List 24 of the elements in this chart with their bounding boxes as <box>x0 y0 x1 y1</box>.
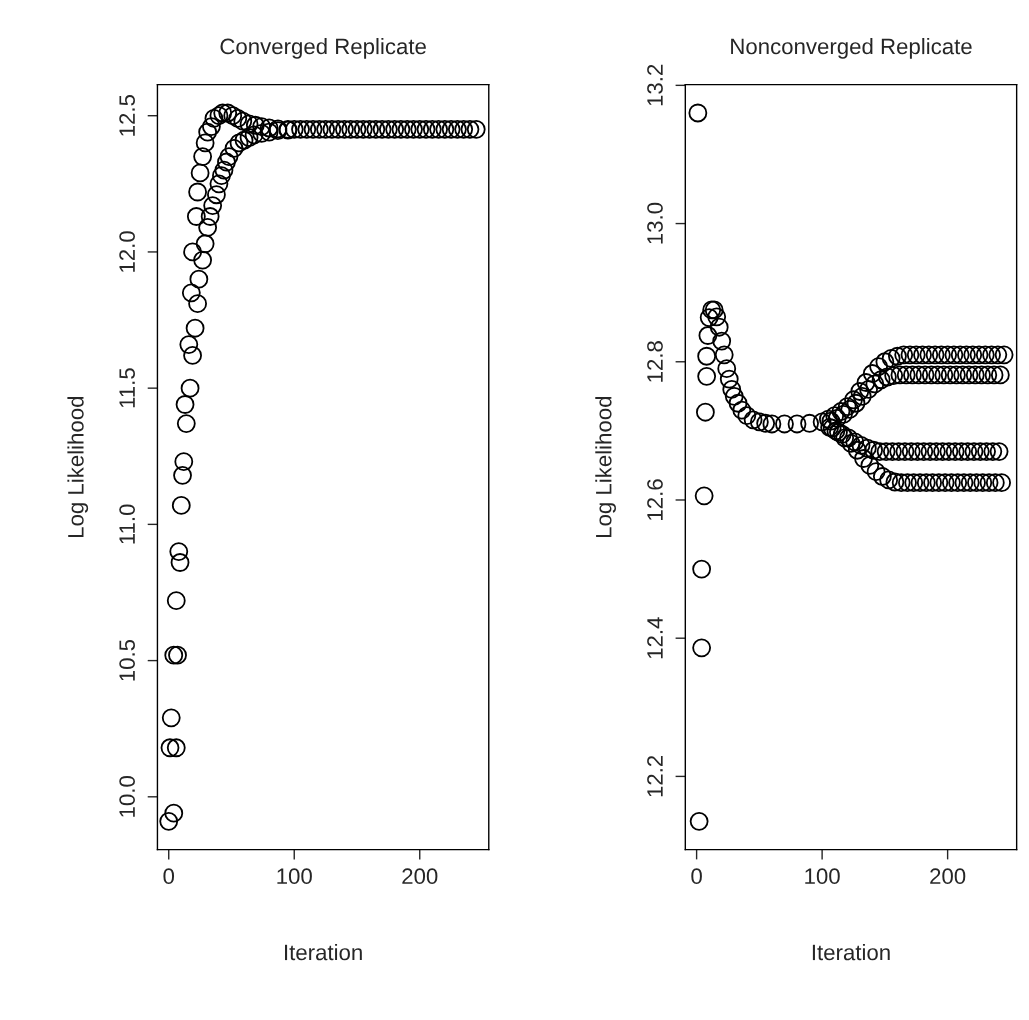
y-tick-label: 11.5 <box>119 368 135 408</box>
x-axis-title: Iteration <box>812 943 890 961</box>
x-axis-title: Iteration <box>285 943 362 961</box>
x-tick-label: 0 <box>691 868 702 885</box>
y-tick-label: 13.0 <box>647 202 663 244</box>
y-axis-title: Log Likelihood <box>67 396 89 537</box>
y-tick-label: 12.4 <box>647 617 663 659</box>
chart-title: Nonconverged Replicate <box>731 38 972 59</box>
y-tick-label: 12.2 <box>647 755 663 797</box>
y-tick-label: 12.8 <box>647 341 663 382</box>
y-tick-label: 12.0 <box>119 231 135 272</box>
y-tick-label: 11.0 <box>119 504 135 544</box>
y-tick-label: 10.0 <box>119 776 135 817</box>
y-tick-label: 13.2 <box>647 64 663 106</box>
y-axis-title: Log Likelihood <box>595 396 616 537</box>
x-tick-label: 100 <box>277 868 312 885</box>
x-tick-label: 0 <box>163 868 175 885</box>
y-tick-label: 12.6 <box>647 479 663 520</box>
x-tick-label: 200 <box>402 868 438 885</box>
y-tick-label: 12.5 <box>119 95 135 136</box>
x-tick-label: 100 <box>805 868 840 885</box>
y-tick-label: 10.5 <box>119 639 135 681</box>
x-tick-label: 200 <box>930 868 966 885</box>
chart-title: Converged Replicate <box>220 38 426 59</box>
